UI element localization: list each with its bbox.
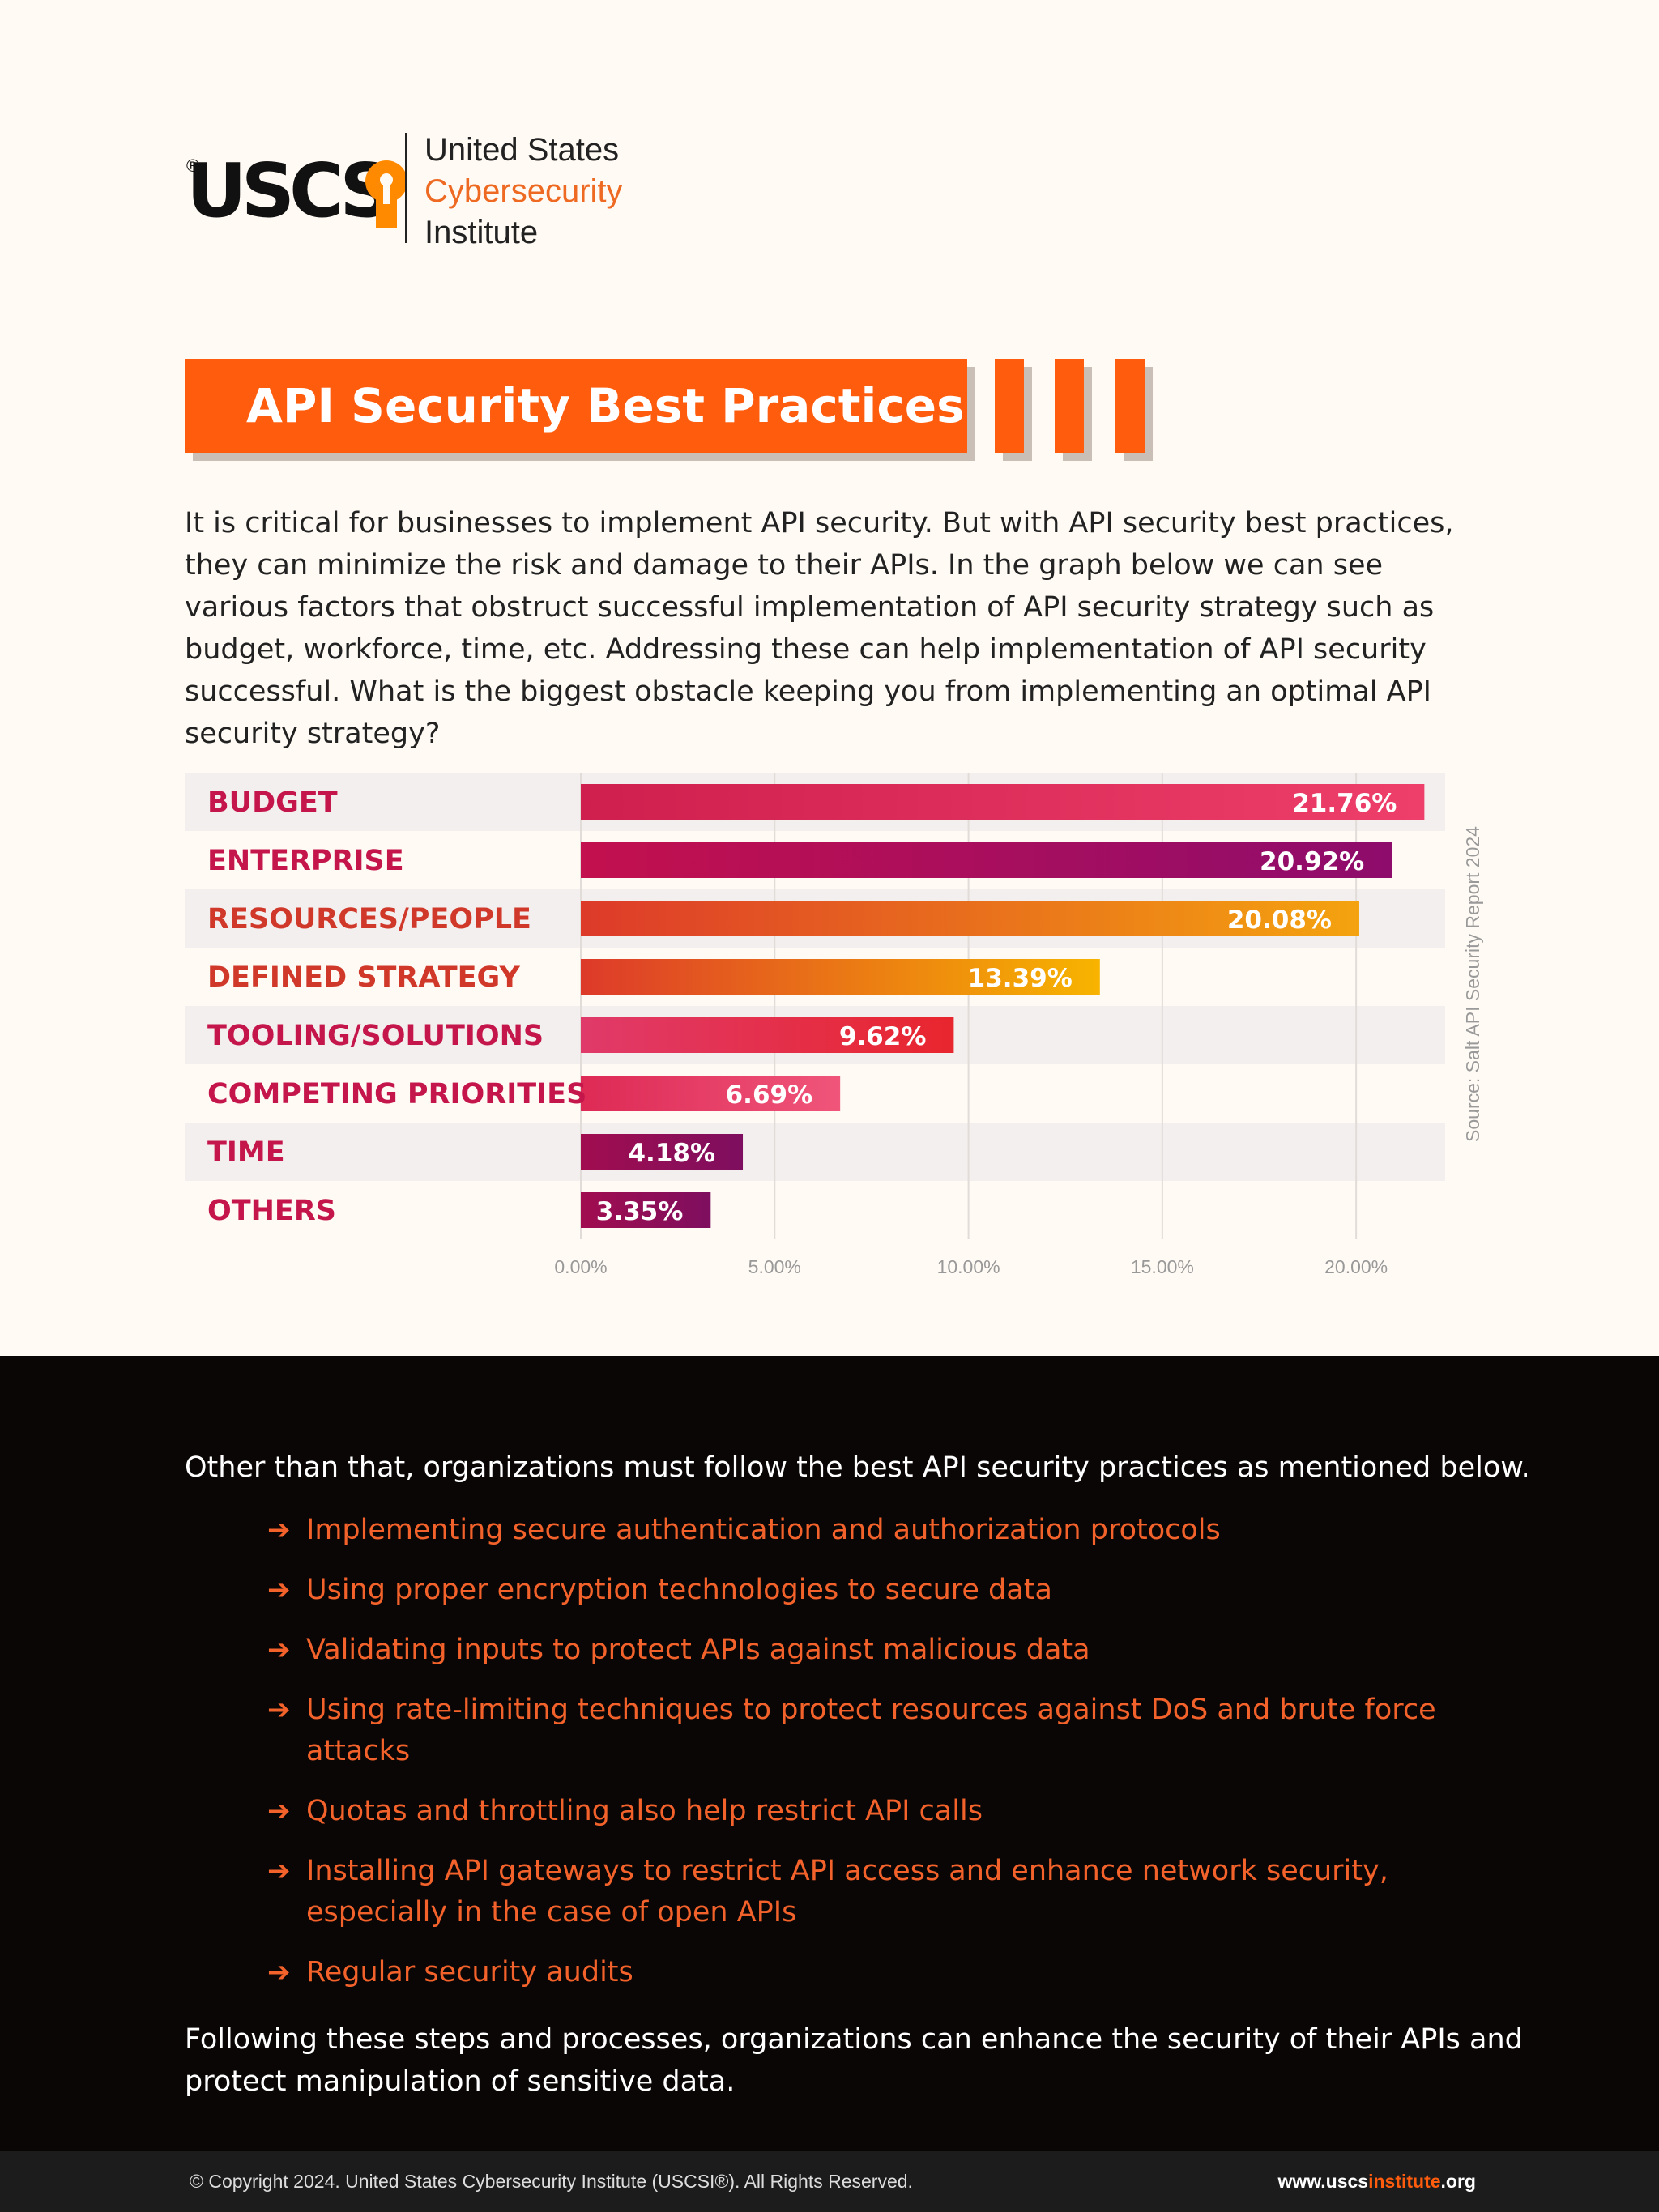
row-band: [185, 1123, 1445, 1181]
practice-item: ➔ Regular security audits: [267, 1952, 1499, 1993]
obstacles-bar-chart: 21.76% 20.92% 20.08% 13.39% 9.62% 6.69% 4.18% 3…: [185, 773, 1445, 1277]
logo-divider: [405, 133, 407, 243]
practice-item: ➔ Quotas and throttling also help restric…: [267, 1791, 1499, 1832]
intro-paragraph: It is critical for businesses to impleme…: [185, 507, 1454, 750]
keyhole-icon: [365, 160, 407, 228]
url-prefix: www.uscs: [1277, 2171, 1369, 2192]
url-suffix: .org: [1440, 2171, 1476, 2192]
title-stripe: [995, 359, 1024, 453]
practices-intro: Other than that, organizations must foll…: [185, 1451, 1530, 1484]
category-label: TIME: [207, 1136, 285, 1169]
copyright-text: © Copyright 2024. United States Cybersec…: [190, 2171, 913, 2192]
practice-text: Quotas and throttling also help restrict…: [306, 1795, 983, 1827]
x-tick-label: 10.00%: [937, 1256, 1000, 1277]
practice-item: ➔ Installing API gateways to restrict API…: [267, 1851, 1499, 1933]
x-tick-label: 15.00%: [1131, 1256, 1194, 1277]
bar-value-label: 20.08%: [1227, 906, 1332, 935]
arrow-right-icon: ➔: [267, 1795, 291, 1827]
practice-text: Installing API gateways to restrict API …: [306, 1855, 1388, 1929]
logo-mark: USCS: [186, 147, 393, 234]
chart-source: Source: Salt API Security Report 2024: [1462, 826, 1483, 1142]
practices-section: [0, 1356, 1659, 2151]
registered-mark: ®: [186, 156, 200, 176]
category-label: ENTERPRISE: [207, 845, 404, 877]
practice-text: Validating inputs to protect APIs agains…: [306, 1634, 1090, 1666]
practice-item: ➔ Validating inputs to protect APIs again…: [267, 1630, 1499, 1671]
practices-outro: Following these steps and processes, org…: [185, 2023, 1523, 2098]
logo-line-1: United States: [424, 132, 620, 168]
practice-text: Implementing secure authentication and a…: [306, 1514, 1221, 1546]
page-title: API Security Best Practices: [246, 378, 965, 433]
url-highlight: institute: [1368, 2171, 1441, 2192]
practice-text: Using proper encryption technologies to …: [306, 1574, 1052, 1606]
logo-line-3: Institute: [424, 215, 539, 250]
page-title-banner: API Security Best Practices: [185, 359, 967, 453]
bar: [581, 784, 1425, 820]
practice-item: ➔ Using proper encryption technologies to…: [267, 1570, 1499, 1611]
category-label: OTHERS: [207, 1195, 336, 1227]
chart-category-labels: BUDGET ENTERPRISE RESOURCES/PEOPLE DEFINED …: [207, 786, 586, 1227]
bar: [581, 1192, 711, 1228]
category-label: BUDGET: [207, 786, 338, 819]
logo-line-2: Cybersecurity: [424, 173, 623, 209]
bar: [581, 901, 1359, 936]
arrow-right-icon: ➔: [267, 1694, 291, 1726]
bar-value-label: 20.92%: [1260, 847, 1364, 876]
footer: © Copyright 2024. United States Cybersec…: [0, 2151, 1659, 2212]
title-stripe: [1055, 359, 1084, 453]
practice-text: Regular security audits: [306, 1956, 633, 1988]
bar: [581, 959, 1100, 995]
bar: [581, 1017, 954, 1053]
category-label: COMPETING PRIORITIES: [207, 1078, 586, 1110]
category-label: DEFINED STRATEGY: [207, 961, 520, 994]
bar-value-label: 9.62%: [839, 1022, 927, 1051]
x-tick-label: 0.00%: [554, 1256, 607, 1277]
bar-value-label: 21.76%: [1292, 789, 1397, 818]
practice-item: ➔ Implementing secure authentication and …: [267, 1510, 1499, 1551]
logo-text: United States Cybersecurity Institute: [424, 130, 623, 254]
x-tick-label: 20.00%: [1324, 1256, 1388, 1277]
arrow-right-icon: ➔: [267, 1634, 291, 1666]
category-label: TOOLING/SOLUTIONS: [207, 1020, 544, 1052]
practice-text: Using rate-limiting techniques to protec…: [306, 1694, 1436, 1767]
bar-value-label: 13.39%: [968, 964, 1073, 993]
x-tick-label: 5.00%: [748, 1256, 801, 1277]
bar-value-label: 6.69%: [726, 1080, 813, 1110]
bar: [581, 1134, 744, 1170]
arrow-right-icon: ➔: [267, 1514, 291, 1546]
bar-value-label: 4.18%: [628, 1139, 715, 1168]
uscsi-logo: ® USCS United States Cybersecurity Insti…: [186, 130, 640, 250]
bar: [581, 842, 1392, 878]
title-stripe: [1115, 359, 1145, 453]
chart-bars: 21.76% 20.92% 20.08% 13.39% 9.62% 6.69% 4.18% 3…: [581, 784, 1425, 1228]
bar: [581, 1076, 841, 1111]
chart-x-ticks: 0.00% 5.00% 10.00% 15.00% 20.00%: [554, 1256, 1388, 1277]
website-link[interactable]: www.uscsinstitute.org: [1277, 2169, 1476, 2193]
practice-item: ➔ Using rate-limiting techniques to prote…: [267, 1690, 1499, 1772]
arrow-right-icon: ➔: [267, 1574, 291, 1606]
bar-value-label: 3.35%: [596, 1197, 684, 1226]
practices-list: ➔ Implementing secure authentication and …: [267, 1510, 1499, 2012]
arrow-right-icon: ➔: [267, 1956, 291, 1988]
arrow-right-icon: ➔: [267, 1855, 291, 1887]
category-label: RESOURCES/PEOPLE: [207, 903, 531, 936]
